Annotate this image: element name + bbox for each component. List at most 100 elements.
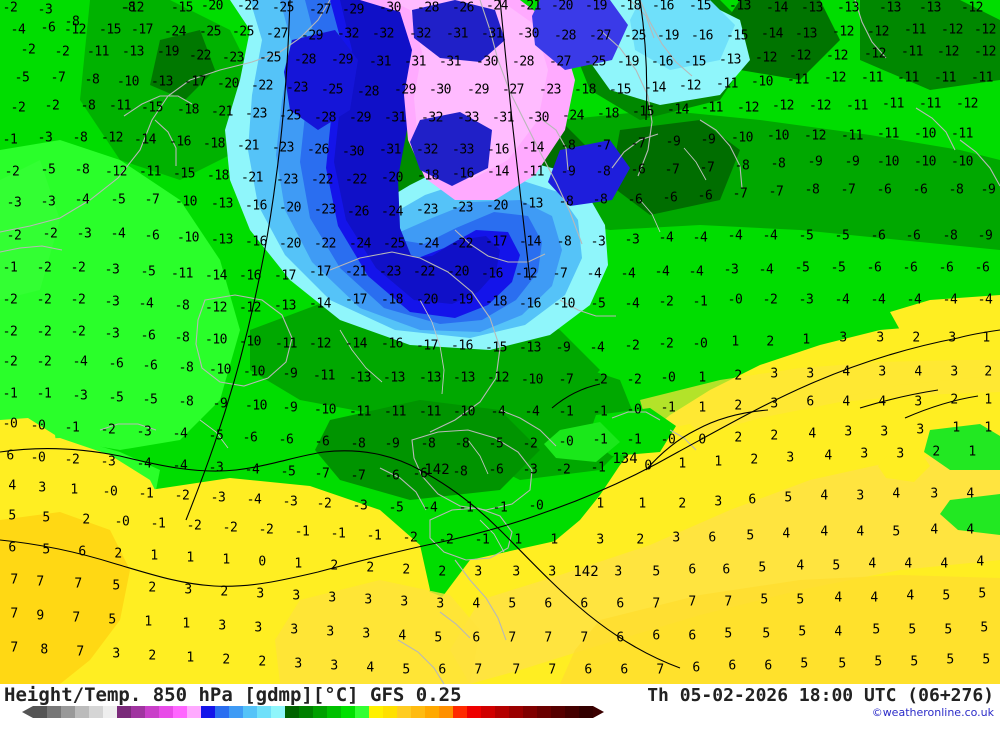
temperature-value: -17 [485, 234, 507, 250]
temperature-value: -2 [626, 372, 642, 388]
colorbar-swatch [439, 706, 453, 718]
temperature-value: -4 [620, 266, 636, 282]
temperature-value: -7 [314, 466, 330, 482]
temperature-value: 3 [254, 620, 262, 636]
temperature-value: 2 [734, 398, 742, 414]
weather-map[interactable]: -2 -3 -8 -8 -12 -15 -20 -22 -25 -27 -29 -30 -28 -26 -2… [0, 0, 1000, 684]
temperature-value: 3 [950, 364, 958, 380]
temperature-value: 6 [78, 544, 86, 560]
temperature-value: -7 [595, 138, 611, 154]
temperature-value: -9 [212, 396, 228, 412]
temperature-value: -11 [882, 96, 904, 112]
temperature-value: 6 [6, 448, 14, 464]
temperature-value: 1 [222, 552, 230, 568]
colorbar-swatch [383, 706, 397, 718]
temperature-value: -2 [2, 292, 18, 308]
temperature-value: 4 [870, 590, 878, 606]
temperature-value: -23 [272, 140, 294, 156]
temperature-value: -28 [417, 0, 439, 16]
temperature-value: -16 [519, 296, 541, 312]
temperature-value: -14 [644, 80, 666, 96]
temperature-value: 7 [72, 610, 80, 626]
height-contours [0, 0, 1000, 669]
temperature-value: -10 [553, 296, 575, 312]
temperature-value: 5 [946, 652, 954, 668]
temperature-value: 5 [980, 620, 988, 636]
temperature-value: 2 [402, 562, 410, 578]
temperature-value: -31 [446, 26, 468, 42]
temperature-value: -4 [246, 492, 262, 508]
temperature-value: -2 [100, 422, 116, 438]
temperature-value: -25 [584, 54, 606, 70]
temperature-value: 6 [438, 662, 446, 678]
temperature-value: -2 [36, 354, 52, 370]
temperature-value: -25 [272, 0, 294, 16]
temperature-value: -17 [416, 338, 438, 354]
temperature-value: -3 [6, 195, 22, 211]
colorbar-swatch [257, 706, 271, 718]
temperature-value: -7 [840, 182, 856, 198]
temperature-value: -13 [837, 0, 859, 16]
temperature-value: -23 [314, 202, 336, 218]
temperature-value: -6 [866, 260, 882, 276]
temperature-value: -20 [279, 200, 301, 216]
temperature-value: -4 [138, 296, 154, 312]
temperature-value: -9 [807, 154, 823, 170]
temperature-value: 7 [688, 594, 696, 610]
temperature-value: -22 [237, 0, 259, 14]
temperature-value: -29 [467, 82, 489, 98]
temperature-value: -15 [609, 82, 631, 98]
temperature-value: -7 [50, 70, 66, 86]
temperature-value: -32 [421, 110, 443, 126]
temperature-value: -11 [419, 404, 441, 420]
temperature-value: 2 [438, 564, 446, 580]
temperature-value: 4 [472, 596, 480, 612]
temperature-value: 4 [914, 364, 922, 380]
temperature-value: -4 [589, 340, 605, 356]
temperature-value: -11 [109, 98, 131, 114]
temperature-value: -9 [384, 436, 400, 452]
temperature-value: -4 [624, 296, 640, 312]
temperature-value: 7 [10, 640, 18, 656]
temperature-value: 7 [10, 572, 18, 588]
temperature-value: -28 [512, 54, 534, 70]
temperature-value: -30 [517, 26, 539, 42]
colorbar-swatch [579, 706, 593, 718]
temperature-value: -17 [345, 292, 367, 308]
temperature-value: 5 [8, 508, 16, 524]
temperature-value: -23 [451, 200, 473, 216]
temperature-value: -7 [350, 468, 366, 484]
temperature-value: 2 [734, 368, 742, 384]
temperature-value: 1 [294, 556, 302, 572]
copyright-credit: ©weatheronline.co.uk [871, 706, 994, 719]
temperature-value: -24 [486, 0, 508, 14]
temperature-value: -12 [974, 44, 996, 60]
temperature-value: -11 [139, 164, 161, 180]
temperature-value: 2 [912, 330, 920, 346]
temperature-value: -13 [519, 340, 541, 356]
temperature-value: 7 [10, 606, 18, 622]
rivers-and-borders [199, 147, 707, 553]
temperature-value: -5 [488, 436, 504, 452]
temperature-value: 5 [758, 560, 766, 576]
temperature-value: -8 [560, 138, 576, 154]
temperature-value: -6 [488, 462, 504, 478]
temperature-value: 4 [796, 558, 804, 574]
temperature-value: 6 [616, 596, 624, 612]
colorbar-swatch [215, 706, 229, 718]
temperature-value: -14 [522, 140, 544, 156]
temperature-value: 1 [596, 496, 604, 512]
temperature-value: -19 [617, 54, 639, 70]
temperature-value: -1 [492, 500, 508, 516]
temperature-value: 7 [508, 630, 516, 646]
temperature-value: 1 [186, 650, 194, 666]
temperature-value: -16 [169, 134, 191, 150]
temperature-value: 2 [148, 648, 156, 664]
temperature-value: -13 [729, 0, 751, 14]
temperature-value: -8 [942, 228, 958, 244]
temperature-value: -16 [452, 166, 474, 182]
temperature-value: 2 [950, 392, 958, 408]
temperature-value: 3 [218, 618, 226, 634]
temperature-value: -32 [409, 26, 431, 42]
temperature-value: -10 [209, 362, 231, 378]
